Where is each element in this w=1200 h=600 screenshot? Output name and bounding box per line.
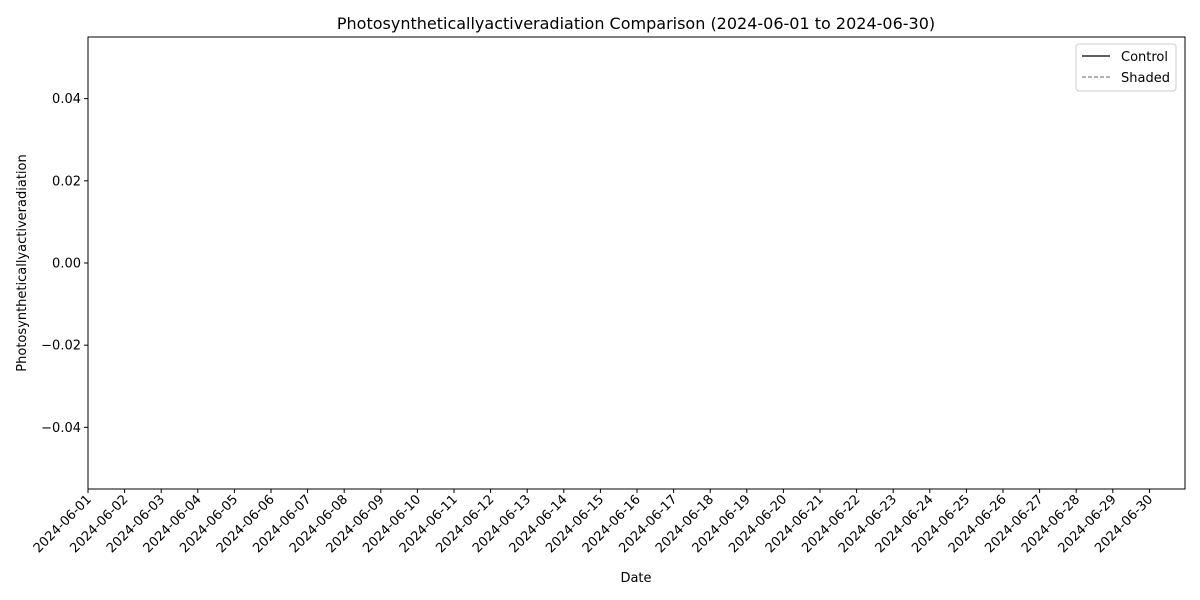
plot-area-frame (87, 36, 1186, 490)
y-tick-label: 0.00 (52, 257, 81, 272)
legend: Control Shaded (1075, 43, 1177, 92)
y-axis: 0.04 0.02 0.00 −0.02 −0.04 (41, 92, 88, 436)
y-axis-label: Photosyntheticallyactiveradiation (15, 154, 30, 371)
legend-label: Control (1121, 50, 1168, 65)
legend-label: Shaded (1121, 71, 1170, 86)
x-axis: 2024-06-012024-06-022024-06-032024-06-04… (31, 489, 1156, 556)
y-tick-label: 0.02 (52, 174, 81, 189)
x-axis-label: Date (620, 571, 651, 586)
y-tick-label: 0.04 (52, 92, 81, 107)
y-tick-label: −0.04 (41, 421, 81, 436)
y-tick-label: −0.02 (41, 339, 81, 354)
chart-title: Photosyntheticallyactiveradiation Compar… (337, 14, 935, 33)
